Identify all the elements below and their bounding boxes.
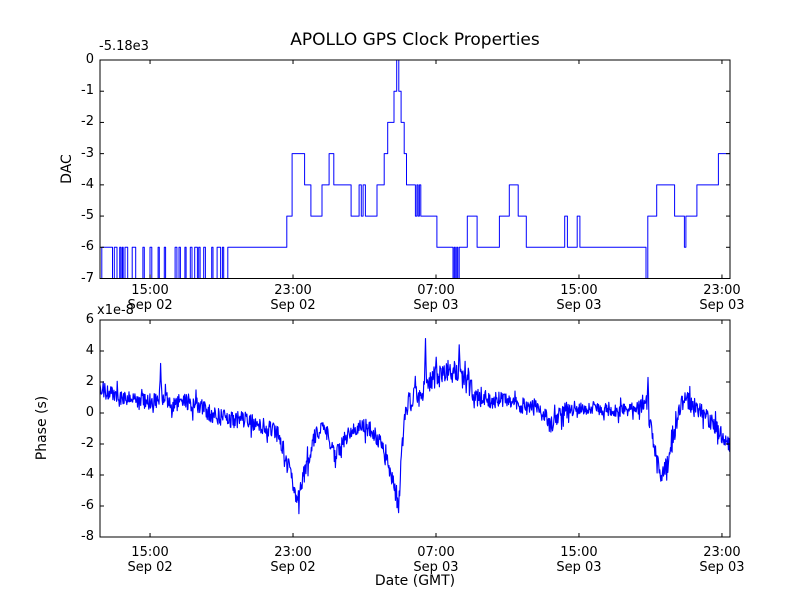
y-tick-label: -2	[81, 114, 94, 130]
phase-axis-multiplier-text: x1e-8	[97, 303, 134, 318]
x-tick-label-time: 23:00	[274, 545, 312, 560]
x-tick-label-date: Sep 03	[413, 298, 459, 313]
y-tick-label: 6	[85, 312, 94, 327]
x-tick-label-date: Sep 03	[699, 560, 745, 575]
dac-axis-offset-text: -5.18e3	[99, 39, 149, 54]
y-tick-label: -2	[81, 436, 94, 451]
x-tick-label-time: 15:00	[131, 545, 169, 560]
x-tick-label-date: Sep 02	[270, 560, 316, 575]
x-tick-label-date: Sep 03	[413, 560, 459, 575]
x-tick-label-time: 23:00	[703, 545, 741, 560]
y-tick-label: -5	[81, 208, 94, 224]
x-tick-label-date: Sep 03	[556, 560, 602, 575]
y-tick-label: 0	[85, 405, 94, 420]
y-tick-label: -8	[81, 529, 94, 544]
x-tick-label-time: 23:00	[703, 283, 741, 298]
y-tick-label: -4	[81, 176, 94, 192]
x-tick-label-date: Sep 03	[556, 298, 602, 313]
x-tick-label-date: Sep 02	[127, 560, 173, 575]
dac-step-line	[100, 59, 730, 279]
y-tick-label: 4	[85, 343, 94, 358]
x-tick-label-date: Sep 03	[699, 298, 745, 313]
x-tick-label-time: 15:00	[560, 283, 598, 298]
x-tick-label-time: 07:00	[417, 283, 455, 298]
x-tick-label-time: 23:00	[274, 283, 312, 298]
bottom-axes-frame	[99, 319, 731, 538]
top-axes-frame	[99, 59, 731, 279]
y-tick-label: -1	[81, 83, 94, 99]
x-tick-label-time: 07:00	[417, 545, 455, 560]
x-tick-label-time: 15:00	[560, 545, 598, 560]
x-axis-label: Date (GMT)	[374, 573, 456, 589]
x-tick-label-time: 15:00	[131, 283, 169, 298]
y-tick-label: -3	[81, 145, 94, 161]
y-tick-label: -6	[81, 498, 94, 513]
y-tick-label: -7	[81, 270, 94, 286]
phase-noise-line	[99, 338, 731, 515]
y-tick-label: -6	[81, 239, 94, 255]
x-tick-label-date: Sep 02	[270, 298, 316, 313]
y-tick-label: -4	[81, 467, 94, 482]
chart-title: APOLLO GPS Clock Properties	[290, 30, 540, 50]
y-tick-label: 0	[85, 52, 94, 67]
x-tick-label-date: Sep 02	[127, 298, 173, 313]
y-tick-label: 2	[85, 374, 94, 389]
